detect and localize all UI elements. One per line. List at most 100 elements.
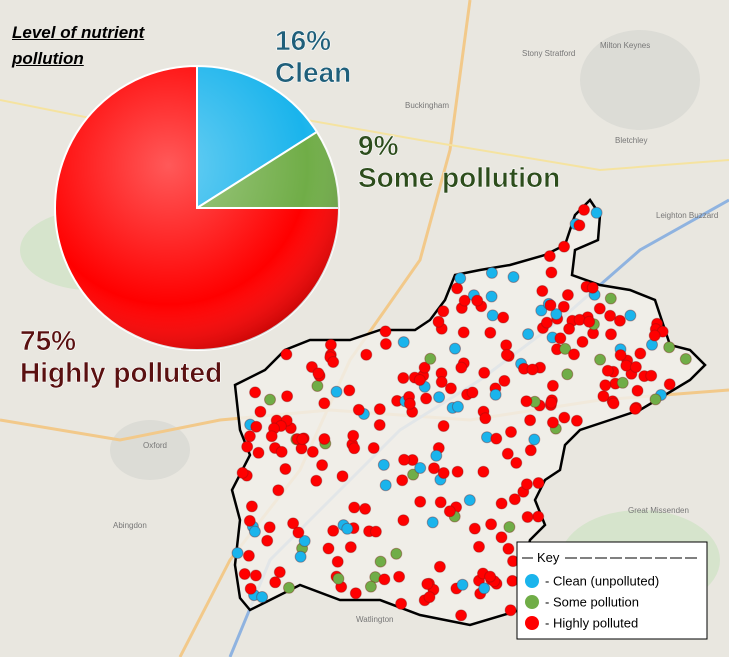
site-dot [437,467,450,479]
site-dot [540,316,553,329]
key-label: - Clean (unpolluted) [545,574,659,589]
site-dot [524,414,537,427]
key-title: Key [537,550,560,565]
site-dot [455,609,468,622]
site-dot [456,578,469,591]
site-dot [390,547,403,560]
site-dot [510,456,523,469]
site-dot [231,547,244,559]
site-dot [468,522,481,535]
site-dot [379,325,392,338]
site-dot [554,332,567,345]
site-dot [243,430,256,443]
site-dot [545,266,558,279]
site-dot [373,403,386,416]
site-dot [272,484,285,497]
site-dot [457,326,470,339]
site-dot [444,382,457,395]
site-dot [332,572,345,585]
site-dot [437,420,450,432]
site-dot [433,391,446,404]
key-swatch [525,574,539,588]
site-dot [435,376,448,388]
place-label: Milton Keynes [600,41,650,50]
site-dot [593,302,606,315]
site-dot [306,445,319,458]
site-dot [524,444,537,457]
site-dot [352,403,365,416]
site-dot [478,582,491,595]
place-label: Abingdon [113,521,147,530]
site-dot [311,380,324,392]
site-dot [508,493,521,506]
site-dot [397,514,410,527]
site-dot [599,379,612,392]
site-dot [256,591,269,603]
site-dot [396,474,409,487]
site-dot [557,300,570,313]
site-dot [403,397,416,410]
site-dot [250,420,263,433]
site-dot [536,285,549,297]
site-dot [506,574,519,587]
site-dot [544,299,557,312]
site-dot [576,335,589,348]
site-dot [433,560,446,573]
site-dot [244,582,257,595]
value-label: 9% [358,130,399,161]
site-dot [310,474,323,487]
site-dot [563,322,576,335]
site-dot [322,542,335,555]
site-dot [336,470,349,483]
site-dot [504,604,517,617]
site-dot [269,576,282,589]
site-dot [578,203,590,216]
site-dot [243,514,256,527]
site-dot [279,463,292,475]
site-dot [265,430,278,443]
site-dot [645,369,658,382]
site-dot [532,477,545,489]
category-label: Highly polluted [20,357,222,388]
site-dot [607,397,620,410]
site-dot [558,411,571,424]
site-dot [543,250,556,263]
site-dot [573,313,586,326]
site-dot [546,379,559,392]
site-dot [242,549,255,562]
site-dot [463,494,476,507]
site-dot [318,433,331,445]
site-dot [254,405,267,418]
site-dot [550,308,563,321]
site-dot [545,396,558,409]
site-dot [379,338,392,350]
site-dot [604,309,617,322]
site-dot [471,294,484,307]
site-dot [570,414,583,427]
site-dot [561,368,574,381]
site-dot [428,462,440,475]
site-dot [424,352,437,365]
value-label: 75% [20,325,76,356]
value-label: 16% [275,25,331,56]
site-dot [249,569,262,582]
site-dot [397,336,410,349]
site-dot [348,442,361,455]
site-dot [614,349,627,362]
place-label: Buckingham [405,101,449,110]
site-dot [583,315,596,328]
site-dot [604,292,617,305]
site-dot [454,272,467,285]
site-dot [347,429,360,442]
site-dot [629,402,642,415]
site-dot [455,361,468,374]
place-label: Watlington [356,615,394,624]
site-dot [413,374,426,386]
site-dot [558,240,571,253]
site-dot [393,570,406,583]
site-dot [624,309,637,322]
site-dot [343,384,356,397]
site-dot [281,390,294,403]
